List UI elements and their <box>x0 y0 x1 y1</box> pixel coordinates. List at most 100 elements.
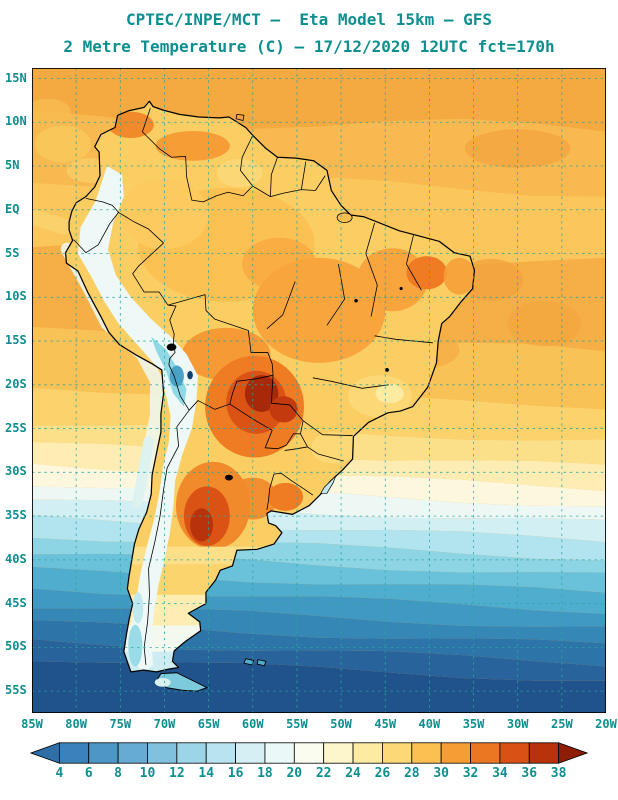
colorbar-tick-label: 36 <box>521 766 538 781</box>
lon-tick-label: 85W <box>21 717 43 731</box>
colorbar-cell <box>470 742 501 764</box>
border-ecuador <box>73 198 119 254</box>
lake-poopo <box>187 370 193 380</box>
colorbar-tick-label: 8 <box>114 766 122 781</box>
colorbar-cell <box>30 742 60 764</box>
lat-tick-label: 15S <box>5 333 27 348</box>
patos-lagoon <box>320 475 337 494</box>
border-uruguay-misiones <box>266 433 314 511</box>
lon-tick-label: 45W <box>374 717 397 731</box>
ocean-band <box>32 639 606 681</box>
lon-tick-label: 35W <box>462 717 485 731</box>
lat-tick-label: 10S <box>5 289 27 304</box>
colorbar-tick-label: 30 <box>433 766 449 781</box>
colorbar-cell <box>528 742 560 764</box>
colorbar-cell <box>558 742 588 764</box>
lat-tick-label: 20S <box>5 376 27 391</box>
colorbar-tick-label: 22 <box>315 766 332 781</box>
lon-tick-label: 75W <box>109 717 132 731</box>
colorbar-tick-label: 38 <box>550 766 567 781</box>
colorbar-cell <box>382 742 413 764</box>
border-peru <box>118 212 169 306</box>
colorbar-cell <box>58 742 90 764</box>
lat-tick-label: 35S <box>5 508 27 523</box>
colorbar-tick-label: 28 <box>403 766 420 781</box>
warm-patch <box>32 98 71 125</box>
border-bolivia-brazil <box>167 294 274 376</box>
lat-tick-label: 15N <box>5 70 27 85</box>
colorbar-cell <box>88 742 119 764</box>
colorbar <box>30 742 588 764</box>
colorbar-tick-label: 6 <box>84 766 93 781</box>
colorbar-cell <box>293 742 325 764</box>
lat-tick-label: 50S <box>5 639 27 654</box>
lat-tick-label: 10N <box>5 114 27 129</box>
colorbar-cell <box>323 742 354 764</box>
lake-titicaca <box>166 343 177 351</box>
lakes <box>166 286 403 494</box>
colorbar-tick-label: 14 <box>198 766 215 781</box>
colorbar-tick-label: 26 <box>374 766 391 781</box>
colorbar-tick-label: 10 <box>139 766 156 781</box>
warm-patch <box>459 258 523 301</box>
trinidad-island <box>235 113 245 121</box>
warm-patch <box>507 300 582 347</box>
lat-tick-label: 5N <box>5 158 20 173</box>
colorbar-cell <box>440 742 471 764</box>
lon-tick-label: 80W <box>65 717 87 731</box>
colorbar-tick-label: 20 <box>286 766 303 781</box>
colorbar-tick-label: 18 <box>257 766 273 781</box>
colorbar-cell <box>264 742 295 764</box>
border-guyanas <box>240 135 326 198</box>
colorbar-tick-label: 12 <box>169 766 185 781</box>
temperature-map <box>32 68 606 713</box>
equatorial-cool-strip <box>32 208 72 235</box>
lon-tick-label: 65W <box>197 717 220 731</box>
tierra-del-fuego <box>155 672 209 692</box>
colorbar-tick-label: 4 <box>55 766 64 781</box>
colorbar-tick-label: 32 <box>462 766 479 781</box>
lon-tick-label: 25W <box>551 717 573 731</box>
lat-tick-label: 30S <box>5 464 27 479</box>
lake-mar-chiquita <box>224 474 233 481</box>
border-chile-argentina <box>143 409 190 665</box>
lat-tick-label: 5S <box>5 245 20 260</box>
coastal-cold-strip <box>131 436 154 509</box>
colorbar-cell <box>205 742 236 764</box>
internal-borders <box>73 108 433 665</box>
warm-patch <box>34 125 92 163</box>
colorbar-cell <box>499 742 530 764</box>
lon-tick-label: 70W <box>153 717 176 731</box>
tdf-highlands <box>154 677 171 687</box>
colorbar-tick-label: 24 <box>345 766 361 781</box>
marajo-island <box>336 212 353 223</box>
colorbar-cell <box>411 742 442 764</box>
border-bolivia-argentina-chile-peru <box>167 304 230 411</box>
falkland-west-island <box>243 658 255 666</box>
lat-tick-label: 55S <box>5 683 27 698</box>
graticule <box>32 68 606 713</box>
title-line-2: 2 Metre Temperature (C) — 17/12/2020 12U… <box>63 37 555 56</box>
altiplano-core <box>151 336 187 407</box>
lon-tick-label: 55W <box>286 717 308 731</box>
colorbar-cell <box>117 742 148 764</box>
colorbar-tick-label: 16 <box>227 766 244 781</box>
colorbar-cell <box>147 742 178 764</box>
lon-tick-label: 30W <box>506 717 529 731</box>
reservoir-dot <box>399 286 403 291</box>
figure-title: CPTEC/INPE/MCT — Eta Model 15km — GFS 2 … <box>0 6 618 60</box>
ocean-band <box>32 514 606 561</box>
border-colombia-venezuela <box>141 108 254 203</box>
lon-tick-label: 40W <box>418 717 441 731</box>
lon-tick-label: 60W <box>241 717 264 731</box>
lon-tick-label: 50W <box>330 717 352 731</box>
lat-tick-label: 45S <box>5 595 27 610</box>
reservoir-dot <box>385 368 389 372</box>
falkland-east-island <box>256 659 267 667</box>
lat-tick-label: 25S <box>5 420 27 435</box>
lat-tick-label: EQ <box>5 201 20 216</box>
colorbar-cell <box>235 742 266 764</box>
lat-tick-label: 40S <box>5 551 27 566</box>
colorbar-cell <box>176 742 207 764</box>
